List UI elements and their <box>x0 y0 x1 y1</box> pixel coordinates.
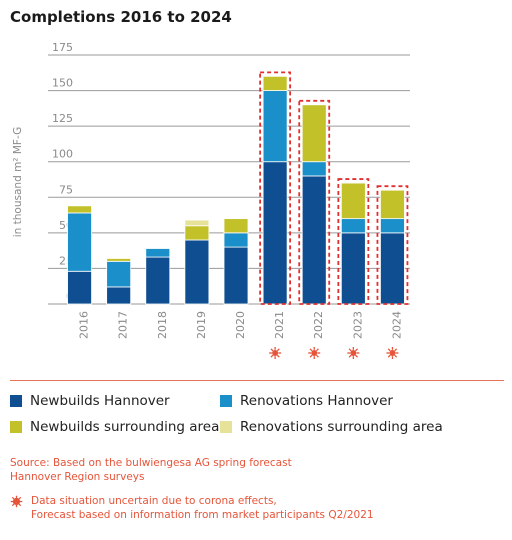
x-tick-label: 2017 <box>117 311 130 339</box>
source-note: Source: Based on the bulwiengesa AG spri… <box>10 456 292 484</box>
bar-segment <box>106 286 132 305</box>
y-tick-label: 75 <box>59 183 73 196</box>
bar-segment <box>184 219 210 227</box>
legend-label: Newbuilds Hannover <box>30 393 170 409</box>
bar-segment <box>145 248 171 258</box>
virus-icon-spike <box>270 354 274 358</box>
x-tick-label: 2019 <box>195 311 208 339</box>
virus-icon-spike <box>315 354 319 358</box>
legend-label: Renovations Hannover <box>240 393 393 409</box>
virus-icon <box>269 347 282 359</box>
bar-segment <box>67 270 92 305</box>
bar-segment <box>340 182 366 220</box>
virus-icon-spike <box>276 348 280 352</box>
bar-segment <box>301 175 327 305</box>
x-tick-label: 2023 <box>351 311 364 339</box>
x-tick-label: 2021 <box>273 311 286 339</box>
bar-segment <box>301 104 327 163</box>
virus-icon-core <box>311 350 318 356</box>
forecast-outline <box>376 185 409 305</box>
y-tick-label: 125 <box>52 112 73 125</box>
bar-segment <box>380 232 405 305</box>
virus-icon-spike <box>348 348 352 352</box>
forecast-outline <box>259 71 292 305</box>
legend-swatch <box>220 421 232 433</box>
x-tick-label: 2022 <box>312 311 325 339</box>
virus-icon-spike <box>270 348 274 352</box>
forecast-outlines <box>259 71 409 305</box>
virus-icon-spike <box>315 348 319 352</box>
bar-segment <box>262 90 288 163</box>
bar-segment <box>340 232 366 305</box>
y-tick-label: 175 <box>52 41 73 54</box>
source-line-1: Source: Based on the bulwiengesa AG spri… <box>10 457 292 469</box>
virus-icon-spike <box>394 348 398 352</box>
legend-item-renovations-surrounding: Renovations surrounding area <box>220 419 443 435</box>
y-tick-label: 150 <box>52 77 73 90</box>
source-line-2: Hannover Region surveys <box>10 471 145 483</box>
legend-label: Newbuilds surrounding area <box>30 419 220 435</box>
bar-segment <box>106 258 132 262</box>
legend-swatch <box>220 395 232 407</box>
x-tick-label: 2024 <box>390 311 403 339</box>
divider <box>10 380 504 381</box>
legend-label: Renovations surrounding area <box>240 419 443 435</box>
forecast-outline <box>337 178 370 305</box>
corona-note: Data situation uncertain due to corona e… <box>10 494 374 522</box>
x-tick-labels: 2016 2017 2018 2019 2020 2021 2022 2023 2024 <box>78 311 404 339</box>
bar-segment <box>301 161 327 177</box>
bars <box>67 75 405 305</box>
virus-icon-spike <box>394 354 398 358</box>
bar-segment <box>223 218 249 234</box>
virus-icon-spike <box>309 348 313 352</box>
virus-icon-core <box>272 350 279 356</box>
virus-icon-spike <box>355 348 358 352</box>
legend-swatch <box>10 395 22 407</box>
y-tick-label: 100 <box>52 148 73 161</box>
bar-segment <box>184 225 210 241</box>
forecast-outline <box>298 99 331 305</box>
legend-item-newbuilds-hannover: Newbuilds Hannover <box>10 393 170 409</box>
virus-icon <box>386 347 399 359</box>
virus-icon-spike <box>276 354 280 358</box>
bar-segment <box>184 239 210 305</box>
x-tick-label: 2020 <box>234 311 247 339</box>
virus-icon-core <box>389 350 396 356</box>
bar-segment <box>223 232 249 248</box>
virus-icon-spike <box>387 354 391 358</box>
bar-segment <box>380 189 405 220</box>
bar-segment <box>223 246 249 305</box>
bar-segment <box>67 205 92 214</box>
forecast-icons <box>269 347 399 359</box>
virus-icon <box>10 495 23 508</box>
virus-icon-spike <box>348 354 352 358</box>
bar-segment <box>262 75 288 91</box>
legend-item-newbuilds-surrounding: Newbuilds surrounding area <box>10 419 219 435</box>
stacked-bar-chart: 0255075100125150175 20162017201820192020… <box>12 41 410 359</box>
virus-icon-spike <box>387 348 391 352</box>
note-line-1: Data situation uncertain due to corona e… <box>31 495 277 507</box>
chart-title: Completions 2016 to 2024 <box>10 8 232 26</box>
bar-segment <box>262 161 288 305</box>
y-axis-label: in thousand m² MF-G <box>12 127 24 238</box>
legend-item-renovations-hannover: Renovations Hannover <box>220 393 393 409</box>
bar-segment <box>106 260 132 288</box>
virus-icon-spike <box>355 354 358 358</box>
bar-segment <box>145 256 171 305</box>
x-tick-label: 2016 <box>78 311 91 339</box>
bar-segment <box>67 212 92 272</box>
virus-icon-spike <box>309 354 313 358</box>
bar-segment <box>340 218 366 234</box>
note-line-2: Forecast based on information from marke… <box>31 509 374 521</box>
legend-swatch <box>10 421 22 433</box>
virus-icon <box>347 347 360 359</box>
virus-icon <box>308 347 321 359</box>
bar-segment <box>380 218 405 234</box>
virus-icon-core <box>350 350 357 356</box>
x-tick-label: 2018 <box>156 311 169 339</box>
